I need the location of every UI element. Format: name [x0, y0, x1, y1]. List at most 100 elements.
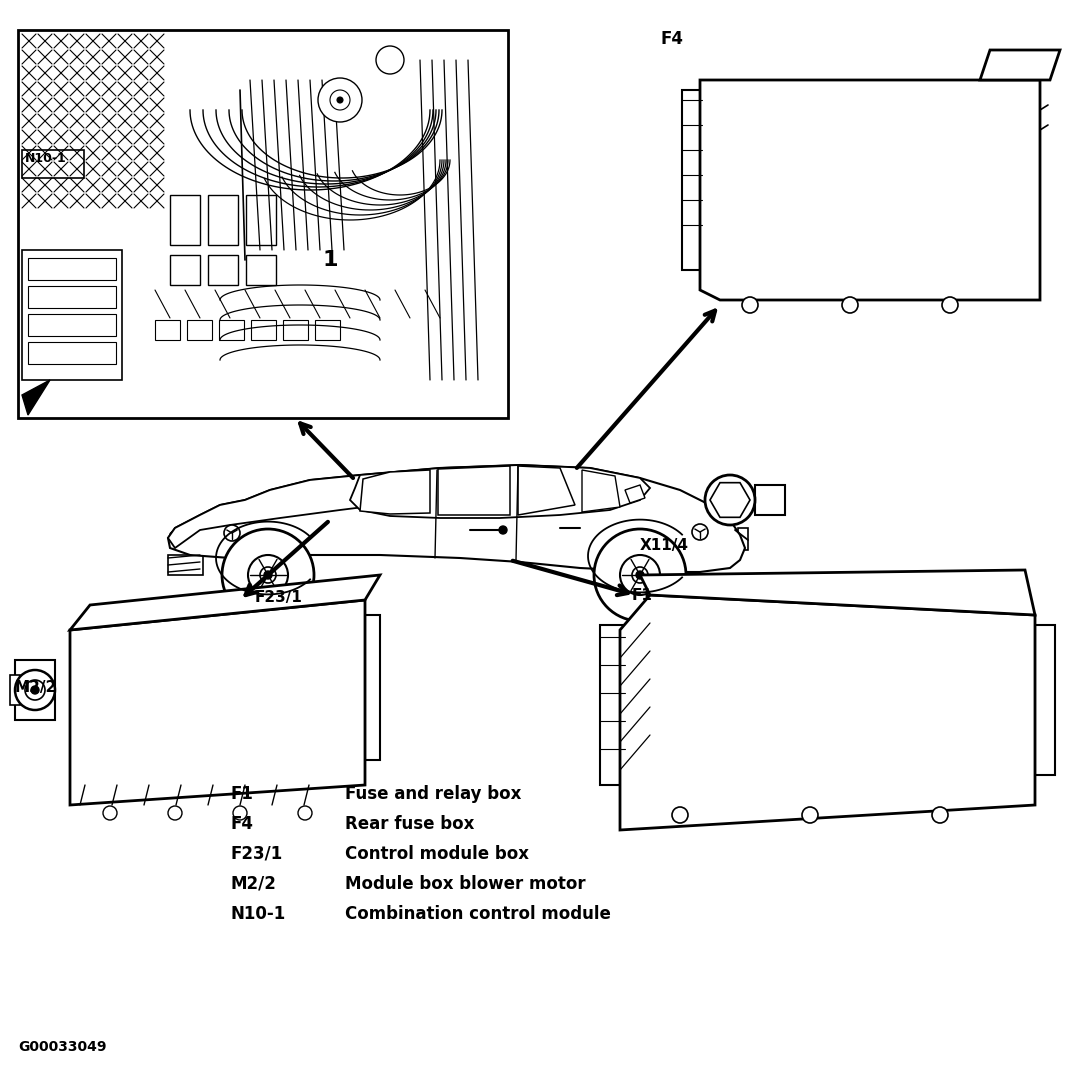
Circle shape [264, 571, 272, 579]
Text: Rear fuse box: Rear fuse box [345, 815, 474, 833]
Circle shape [222, 529, 314, 622]
Bar [165, 645, 197, 673]
Bar [784, 675, 842, 718]
Bar [900, 85, 930, 103]
Circle shape [318, 78, 362, 122]
Bar [285, 683, 317, 711]
Polygon shape [582, 470, 620, 513]
Bar [770, 215, 815, 252]
Bar [682, 90, 704, 270]
Bar [886, 215, 931, 252]
Polygon shape [70, 575, 379, 630]
Text: 1: 1 [322, 250, 338, 270]
Circle shape [842, 297, 858, 313]
Bar [784, 730, 842, 771]
Bar [786, 85, 815, 103]
Circle shape [330, 90, 350, 110]
Text: M2/2: M2/2 [230, 875, 276, 893]
Circle shape [594, 529, 687, 622]
Bar [28, 314, 116, 336]
Polygon shape [980, 50, 1060, 80]
Polygon shape [438, 466, 510, 515]
Bar [365, 615, 379, 760]
Bar [828, 115, 873, 153]
Bar [828, 165, 873, 203]
Circle shape [168, 806, 182, 820]
Circle shape [224, 525, 240, 541]
Bar [10, 675, 20, 705]
Circle shape [31, 686, 39, 694]
Bar [944, 115, 989, 153]
Text: F1: F1 [632, 588, 652, 603]
Bar [712, 730, 770, 771]
Bar [856, 620, 914, 663]
Bar [784, 620, 842, 663]
Bar [245, 645, 277, 673]
Text: N10-1: N10-1 [230, 905, 286, 923]
Bar [208, 255, 238, 285]
Circle shape [932, 807, 948, 823]
Polygon shape [22, 380, 50, 415]
Circle shape [672, 807, 688, 823]
Bar [944, 165, 989, 203]
Circle shape [337, 97, 343, 103]
Text: Control module box: Control module box [345, 845, 529, 863]
Polygon shape [360, 470, 430, 514]
Polygon shape [700, 80, 1040, 300]
Ellipse shape [169, 529, 200, 541]
Bar [85, 645, 117, 673]
Bar [938, 85, 968, 103]
Circle shape [692, 524, 708, 540]
Circle shape [25, 680, 45, 700]
Bar [28, 342, 116, 364]
Polygon shape [518, 466, 575, 515]
Bar [712, 215, 757, 252]
Bar [246, 195, 276, 245]
Circle shape [724, 494, 736, 506]
Bar [219, 320, 244, 340]
Bar [712, 675, 770, 718]
Bar [828, 215, 873, 252]
Bar [246, 255, 276, 285]
Circle shape [716, 486, 744, 514]
Bar [928, 675, 986, 718]
Bar [282, 320, 308, 340]
Text: F23/1: F23/1 [230, 845, 282, 863]
Polygon shape [168, 475, 379, 548]
Polygon shape [168, 465, 745, 572]
Bar [640, 620, 698, 663]
Bar [125, 645, 157, 673]
Text: F23/1: F23/1 [255, 590, 303, 605]
Circle shape [376, 46, 404, 74]
Polygon shape [620, 595, 1035, 830]
Bar [205, 645, 237, 673]
Bar [18, 30, 508, 418]
Bar [22, 150, 84, 178]
Circle shape [636, 571, 644, 579]
Bar [165, 683, 197, 711]
Bar [886, 115, 931, 153]
Bar [251, 320, 276, 340]
Circle shape [632, 566, 648, 583]
Polygon shape [350, 465, 650, 518]
Circle shape [499, 525, 507, 534]
Circle shape [742, 297, 758, 313]
Circle shape [942, 297, 958, 313]
Circle shape [705, 475, 755, 525]
Bar [748, 85, 778, 103]
Bar [15, 660, 55, 720]
Bar [125, 683, 157, 711]
Text: F4: F4 [230, 815, 253, 833]
Circle shape [15, 670, 55, 710]
Text: F1: F1 [230, 786, 253, 803]
Text: N10-1: N10-1 [25, 152, 67, 165]
Circle shape [233, 806, 247, 820]
Bar [285, 645, 317, 673]
Bar [187, 320, 212, 340]
Bar [22, 250, 122, 380]
Bar [168, 555, 203, 575]
Bar [245, 683, 277, 711]
Polygon shape [70, 600, 365, 805]
Bar [205, 683, 237, 711]
Bar [28, 258, 116, 279]
